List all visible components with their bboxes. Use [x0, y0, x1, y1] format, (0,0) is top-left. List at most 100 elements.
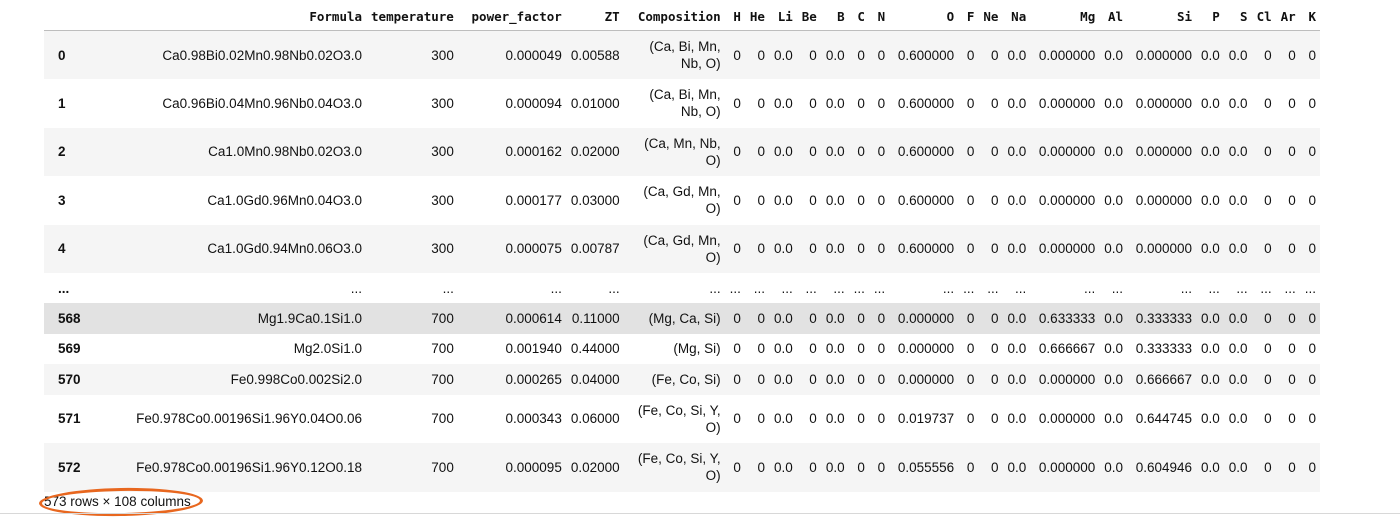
cell-si: 0.333333	[1135, 341, 1193, 357]
cell-al: 0.0	[1104, 459, 1124, 475]
row-index: 569	[58, 341, 81, 357]
cell-s: 0.0	[1228, 310, 1248, 326]
cell-c: 0	[857, 192, 865, 208]
cell-si: 0.000000	[1135, 95, 1193, 111]
cell-power-factor: 0.000162	[505, 144, 562, 160]
row-index: 1	[58, 95, 66, 111]
cell-ne: 0	[990, 95, 999, 111]
cell-li: ...	[781, 280, 793, 296]
cell-temperature: 300	[431, 144, 454, 160]
cell-ne: 0	[990, 310, 999, 326]
cell-ar: 0	[1288, 95, 1296, 111]
column-header: P	[1196, 2, 1225, 31]
cell-formula: Ca0.98Bi0.02Mn0.98Nb0.02O3.0	[162, 47, 363, 63]
cell-al: 0.0	[1104, 341, 1124, 357]
cell-p: 0.0	[1201, 310, 1220, 326]
cell-temperature: 700	[431, 459, 454, 475]
cell-power-factor: 0.000614	[505, 310, 562, 326]
cell-si: 0.666667	[1135, 371, 1193, 387]
cell-mg: 0.000000	[1038, 371, 1096, 387]
cell-he: 0	[757, 371, 765, 387]
cell-c: 0	[857, 411, 865, 427]
cell-al: 0.0	[1104, 192, 1124, 208]
cell-mg: 0.000000	[1038, 144, 1096, 160]
cell-li: 0.0	[773, 341, 793, 357]
column-header: N	[869, 2, 890, 31]
cell-zt: 0.00787	[570, 241, 620, 257]
cell-b: 0.0	[825, 241, 845, 257]
table-row: 569 Mg2.0Si1.0 700 0.001940 0.44000 (Mg, Si) 0…	[44, 334, 1320, 365]
cell-b: 0.0	[825, 411, 845, 427]
output-divider	[0, 513, 1400, 514]
column-header: Ar	[1276, 2, 1301, 31]
cell-s: 0.0	[1228, 95, 1248, 111]
cell-zt: 0.03000	[570, 192, 620, 208]
cell-ne: 0	[990, 241, 999, 257]
table-row: 0 Ca0.98Bi0.02Mn0.98Nb0.02O3.0 300 0.000049…	[44, 30, 1321, 79]
cell-cl: 0	[1264, 95, 1272, 111]
cell-al: 0.0	[1104, 241, 1124, 257]
cell-b: 0.0	[825, 459, 845, 475]
cell-si: 0.644745	[1135, 411, 1193, 427]
cell-composition: (Ca, Gd, Mn, O)	[643, 232, 721, 265]
cell-be: 0	[809, 459, 817, 475]
cell-o: 0.600000	[897, 144, 955, 160]
cell-mg: 0.000000	[1038, 459, 1096, 475]
cell-ne: 0	[990, 411, 999, 427]
column-header: Si	[1127, 2, 1197, 31]
cell-f: 0	[966, 47, 975, 63]
cell-o: 0.019737	[897, 411, 955, 427]
cell-f: 0	[966, 241, 975, 257]
cell-cl: 0	[1264, 241, 1272, 257]
cell-cl: 0	[1264, 371, 1272, 387]
column-header: Cl	[1252, 2, 1277, 31]
cell-ne: 0	[990, 144, 999, 160]
cell-f: 0	[966, 341, 975, 357]
cell-si: 0.000000	[1135, 47, 1193, 63]
cell-h: 0	[733, 310, 741, 326]
table-row: 571 Fe0.978Co0.00196Si1.96Y0.04O0.06 700 0.…	[44, 395, 1320, 444]
cell-temperature: 300	[431, 47, 454, 63]
cell-be: 0	[809, 192, 817, 208]
cell-al: 0.0	[1104, 95, 1124, 111]
cell-formula: ...	[350, 280, 363, 296]
cell-be: 0	[809, 341, 817, 357]
cell-he: 0	[757, 192, 765, 208]
row-index: 4	[58, 241, 66, 257]
cell-zt: 0.04000	[570, 371, 620, 387]
cell-b: 0.0	[825, 192, 845, 208]
cell-na: 0.0	[1007, 341, 1027, 357]
cell-power-factor: ...	[550, 280, 562, 296]
row-index: 568	[58, 310, 81, 326]
cell-k: 0	[1308, 459, 1316, 475]
table-row: 2 Ca1.0Mn0.98Nb0.02O3.0 300 0.000162 0.02000…	[44, 127, 1321, 176]
cell-p: 0.0	[1201, 371, 1220, 387]
table-body: 0 Ca0.98Bi0.02Mn0.98Nb0.02O3.0 300 0.000049…	[44, 30, 1321, 492]
cell-n: 0	[877, 47, 886, 63]
cell-o: 0.600000	[897, 192, 955, 208]
row-index: ...	[58, 280, 70, 296]
cell-ar: 0	[1288, 144, 1296, 160]
cell-p: ...	[1208, 280, 1220, 296]
cell-p: 0.0	[1201, 241, 1220, 257]
cell-ne: ...	[987, 280, 999, 296]
cell-n: 0	[877, 411, 886, 427]
column-header: Composition	[624, 2, 726, 31]
cell-formula: Mg2.0Si1.0	[293, 341, 363, 357]
cell-ar: 0	[1288, 192, 1296, 208]
cell-cl: 0	[1264, 192, 1272, 208]
cell-be: 0	[809, 144, 817, 160]
cell-s: 0.0	[1228, 411, 1248, 427]
cell-k: 0	[1308, 47, 1316, 63]
cell-ne: 0	[990, 47, 999, 63]
cell-p: 0.0	[1201, 144, 1220, 160]
cell-li: 0.0	[773, 371, 793, 387]
cell-b: ...	[833, 280, 845, 296]
cell-composition: (Ca, Bi, Mn, Nb, O)	[649, 39, 721, 71]
cell-temperature: 300	[431, 192, 454, 208]
cell-cl: 0	[1264, 459, 1272, 475]
cell-ar: 0	[1288, 310, 1296, 326]
column-header: He	[745, 2, 770, 31]
cell-be: 0	[809, 371, 817, 387]
table-row: 570 Fe0.998Co0.002Si2.0 700 0.000265 0.04000…	[44, 364, 1321, 395]
